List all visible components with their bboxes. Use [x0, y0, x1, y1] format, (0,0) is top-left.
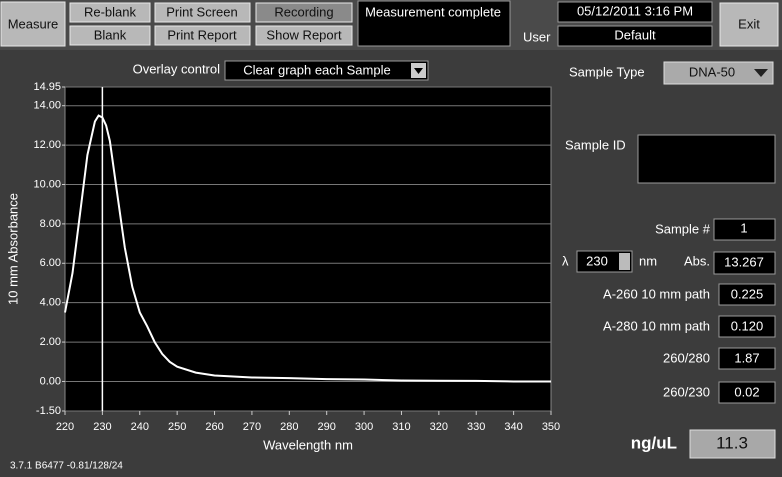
show-report-label: Show Report: [266, 27, 342, 42]
abs-value: 13.267: [724, 254, 764, 269]
measure-button[interactable]: [0, 1, 66, 47]
datetime: 05/12/2011 3:16 PM: [577, 3, 693, 18]
ratio-260-230-label: 260/230: [663, 384, 710, 399]
a260-value: 0.225: [731, 286, 764, 301]
sample-type-label: Sample Type: [569, 64, 645, 79]
blank-label: Blank: [94, 27, 127, 42]
sample-id-box[interactable]: [637, 134, 776, 184]
version-footer: 3.7.1 B6477 -0.81/128/24: [10, 461, 123, 472]
y-tick-label: 8.00: [40, 218, 61, 230]
ratio-260-230: 0.02: [734, 384, 759, 399]
ratio-260-280-label: 260/280: [663, 350, 710, 365]
y-tick-label: 2.00: [40, 336, 61, 348]
recording-button[interactable]: [255, 2, 353, 23]
status-text: Measurement complete: [365, 4, 501, 19]
reblank-label: Re-blank: [84, 4, 137, 19]
sample-num-box: [713, 218, 776, 241]
lambda-value: 230: [586, 253, 608, 268]
abs-box: [713, 251, 776, 275]
measure-label: Measure: [8, 16, 59, 31]
x-tick-label: 310: [392, 421, 410, 433]
conc-box: [689, 429, 776, 459]
a260-label: A-260 10 mm path: [603, 286, 710, 301]
lambda-input[interactable]: [576, 250, 633, 273]
overlay-value: Clear graph each Sample: [243, 62, 390, 77]
y-tick-label: 4.00: [40, 297, 61, 309]
sample-id-label: Sample ID: [565, 137, 626, 152]
print-screen-button[interactable]: [154, 2, 251, 23]
overlay-dropdown[interactable]: [224, 60, 429, 81]
user: Default: [614, 27, 656, 42]
user-label: User: [523, 29, 551, 44]
sample-num-label: Sample #: [655, 221, 711, 236]
print-report-label: Print Report: [167, 27, 237, 42]
x-tick-label: 300: [355, 421, 373, 433]
overlay-label: Overlay control: [133, 61, 221, 76]
sample-num: 1: [740, 220, 747, 235]
lambda-symbol: λ: [562, 253, 569, 268]
exit-button[interactable]: [719, 2, 779, 47]
spectrum-line: [64, 114, 551, 383]
x-tick-label: 290: [318, 421, 336, 433]
y-tick-label: 12.00: [33, 139, 61, 151]
y-tick-label: 14.00: [33, 100, 61, 112]
ratio-260-280: 1.87: [734, 350, 759, 365]
x-tick-label: 340: [504, 421, 522, 433]
conc-label: ng/uL: [631, 433, 677, 452]
conc-value: 11.3: [716, 433, 748, 452]
recording-label: Recording: [274, 4, 333, 19]
print-report-button[interactable]: [154, 25, 251, 46]
reblank-button[interactable]: [69, 2, 151, 23]
ratio-260-280-box: [718, 347, 776, 370]
exit-label: Exit: [738, 16, 760, 31]
nm-label: nm: [639, 253, 657, 268]
a280-label: A-280 10 mm path: [603, 318, 710, 333]
y-tick-label: -1.50: [36, 405, 61, 417]
x-tick-label: 320: [430, 421, 448, 433]
x-tick-label: 330: [467, 421, 485, 433]
arrow-icon: [414, 68, 423, 74]
a280-value: 0.120: [731, 318, 764, 333]
y-tick-label: 14.95: [33, 81, 61, 93]
x-axis-label: Wavelength nm: [263, 437, 353, 452]
plot-area: [64, 86, 552, 412]
blank-button[interactable]: [69, 25, 151, 46]
a280-box: [718, 315, 776, 338]
user-box: [557, 25, 713, 47]
spin-button[interactable]: [619, 253, 630, 270]
y-tick-label: 0.00: [40, 375, 61, 387]
x-tick-label: 280: [280, 421, 298, 433]
x-tick-label: 220: [56, 421, 74, 433]
y-tick-label: 10.00: [33, 178, 61, 190]
sample-type: DNA-50: [689, 64, 735, 79]
x-tick-label: 240: [131, 421, 149, 433]
x-tick-label: 260: [205, 421, 223, 433]
ratio-260-230-box: [718, 381, 776, 404]
y-tick-label: 6.00: [40, 257, 61, 269]
x-tick-label: 230: [93, 421, 111, 433]
x-tick-label: 350: [542, 421, 560, 433]
datetime-box: [557, 1, 713, 23]
a260-box: [718, 283, 776, 306]
x-tick-label: 250: [168, 421, 186, 433]
status-box: [357, 0, 511, 47]
y-axis-label: 10 mm Absorbance: [5, 193, 20, 305]
print-screen-label: Print Screen: [166, 4, 238, 19]
show-report-button[interactable]: [255, 25, 353, 46]
abs-label: Abs.: [684, 253, 710, 268]
sample-type-dropdown[interactable]: [663, 61, 774, 85]
arrow-icon: [754, 69, 768, 77]
x-tick-label: 270: [243, 421, 261, 433]
